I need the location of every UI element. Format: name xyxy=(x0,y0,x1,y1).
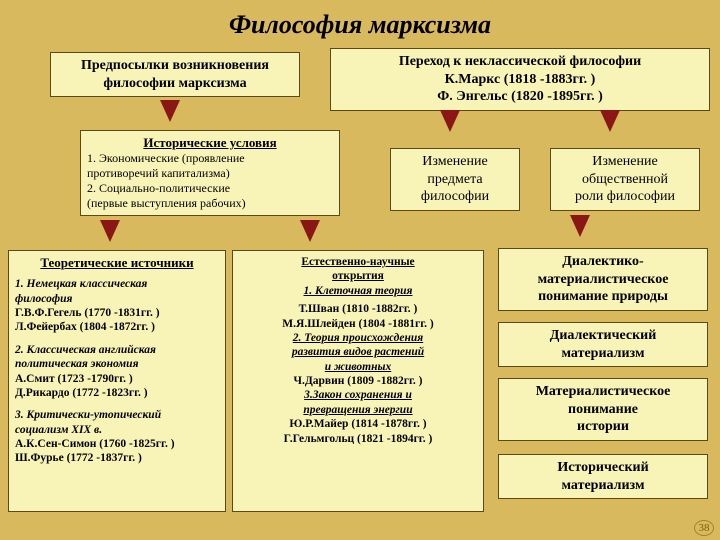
trans-line2: К.Маркс (1818 -1883гг. ) xyxy=(337,71,703,89)
r4l1: Исторический xyxy=(505,459,701,477)
sci-t3c: Ю.Р.Майер (1814 -1878гг. ) xyxy=(239,417,477,431)
s1c: Г.В.Ф.Гегель (1770 -1831гг. ) xyxy=(15,306,219,320)
m1l1: Изменение xyxy=(397,153,513,171)
sci-t1: 1. Клеточная теория xyxy=(239,284,477,298)
sci-h2: открытия xyxy=(239,269,477,283)
sci-t2c: и животных xyxy=(239,360,477,374)
sci-t3d: Г.Гельмгольц (1821 -1894гг. ) xyxy=(239,432,477,446)
sci-t1a: Т.Шван (1810 -1882гг. ) xyxy=(239,302,477,316)
hist-heading: Исторические условия xyxy=(87,135,333,151)
r3l1: Материалистическое xyxy=(505,383,701,401)
sci-h1: Естественно-научные xyxy=(239,255,477,269)
m1l2: предмета xyxy=(397,171,513,189)
trans-line3: Ф. Энгельс (1820 -1895гг. ) xyxy=(337,88,703,106)
r1l3: понимание природы xyxy=(505,288,701,306)
box-transition: Переход к неклассической философии К.Мар… xyxy=(330,48,710,111)
box-dialectic-materialism: Диалектический материализм xyxy=(498,322,708,367)
m2l1: Изменение xyxy=(557,153,693,171)
sci-t1b: М.Я.Шлейден (1804 -1881гг. ) xyxy=(239,317,477,331)
m1l3: философии xyxy=(397,188,513,206)
s3b: социализм XIX в. xyxy=(15,423,219,437)
arrow-icon xyxy=(300,220,320,242)
arrow-icon xyxy=(440,110,460,132)
s2d: Д.Рикардо (1772 -1823гг. ) xyxy=(15,386,219,400)
r1l1: Диалектико- xyxy=(505,253,701,271)
m2l2: общественной xyxy=(557,171,693,189)
box-subject-change: Изменение предмета философии xyxy=(390,148,520,211)
s1d: Л.Фейербах (1804 -1872гг. ) xyxy=(15,320,219,334)
r4l2: материализм xyxy=(505,477,701,495)
s3a: 3. Критически-утопический xyxy=(15,408,219,422)
s3d: Ш.Фурье (1772 -1837гг. ) xyxy=(15,451,219,465)
prereq-line1: Предпосылки возникновения xyxy=(57,57,293,75)
box-materialist-history: Материалистическое понимание истории xyxy=(498,378,708,441)
r3l2: понимание xyxy=(505,401,701,419)
box-historical-materialism: Исторический материализм xyxy=(498,454,708,499)
box-role-change: Изменение общественной роли философии xyxy=(550,148,700,211)
hist-l2: противоречий капитализма) xyxy=(87,166,333,181)
sci-t2d: Ч.Дарвин (1809 -1882гг. ) xyxy=(239,374,477,388)
s2b: политическая экономия xyxy=(15,357,219,371)
m2l3: роли философии xyxy=(557,188,693,206)
r1l2: материалистическое xyxy=(505,271,701,289)
r2l2: материализм xyxy=(505,345,701,363)
arrow-icon xyxy=(100,220,120,242)
sci-t3a: 3.Закон сохранения и xyxy=(239,388,477,402)
trans-line1: Переход к неклассической философии xyxy=(337,53,703,71)
s2a: 2. Классическая английская xyxy=(15,343,219,357)
page-title: Философия марксизма xyxy=(0,0,720,46)
r3l3: истории xyxy=(505,418,701,436)
box-science: Естественно-научные открытия 1. Клеточна… xyxy=(232,250,484,512)
box-historical: Исторические условия 1. Экономические (п… xyxy=(80,130,340,216)
box-dialectic-nature: Диалектико- материалистическое понимание… xyxy=(498,248,708,311)
hist-l1: 1. Экономические (проявление xyxy=(87,151,333,166)
r2l1: Диалектический xyxy=(505,327,701,345)
page-number: 38 xyxy=(694,520,714,536)
sci-t2a: 2. Теория происхождения xyxy=(239,331,477,345)
box-prerequisites: Предпосылки возникновения философии марк… xyxy=(50,52,300,97)
arrow-icon xyxy=(570,215,590,237)
box-sources: Теоретические источники 1. Немецкая клас… xyxy=(8,250,226,512)
s3c: А.К.Сен-Симон (1760 -1825гг. ) xyxy=(15,437,219,451)
sci-t2b: развития видов растений xyxy=(239,345,477,359)
s1a: 1. Немецкая классическая xyxy=(15,277,219,291)
sci-t3b: превращения энергии xyxy=(239,403,477,417)
hist-l3: 2. Социально-политические xyxy=(87,181,333,196)
prereq-line2: философии марксизма xyxy=(57,75,293,93)
arrow-icon xyxy=(160,100,180,122)
hist-l4: (первые выступления рабочих) xyxy=(87,196,333,211)
s2c: А.Смит (1723 -1790гг. ) xyxy=(15,372,219,386)
sources-heading: Теоретические источники xyxy=(15,255,219,271)
s1b: философия xyxy=(15,292,219,306)
arrow-icon xyxy=(600,110,620,132)
